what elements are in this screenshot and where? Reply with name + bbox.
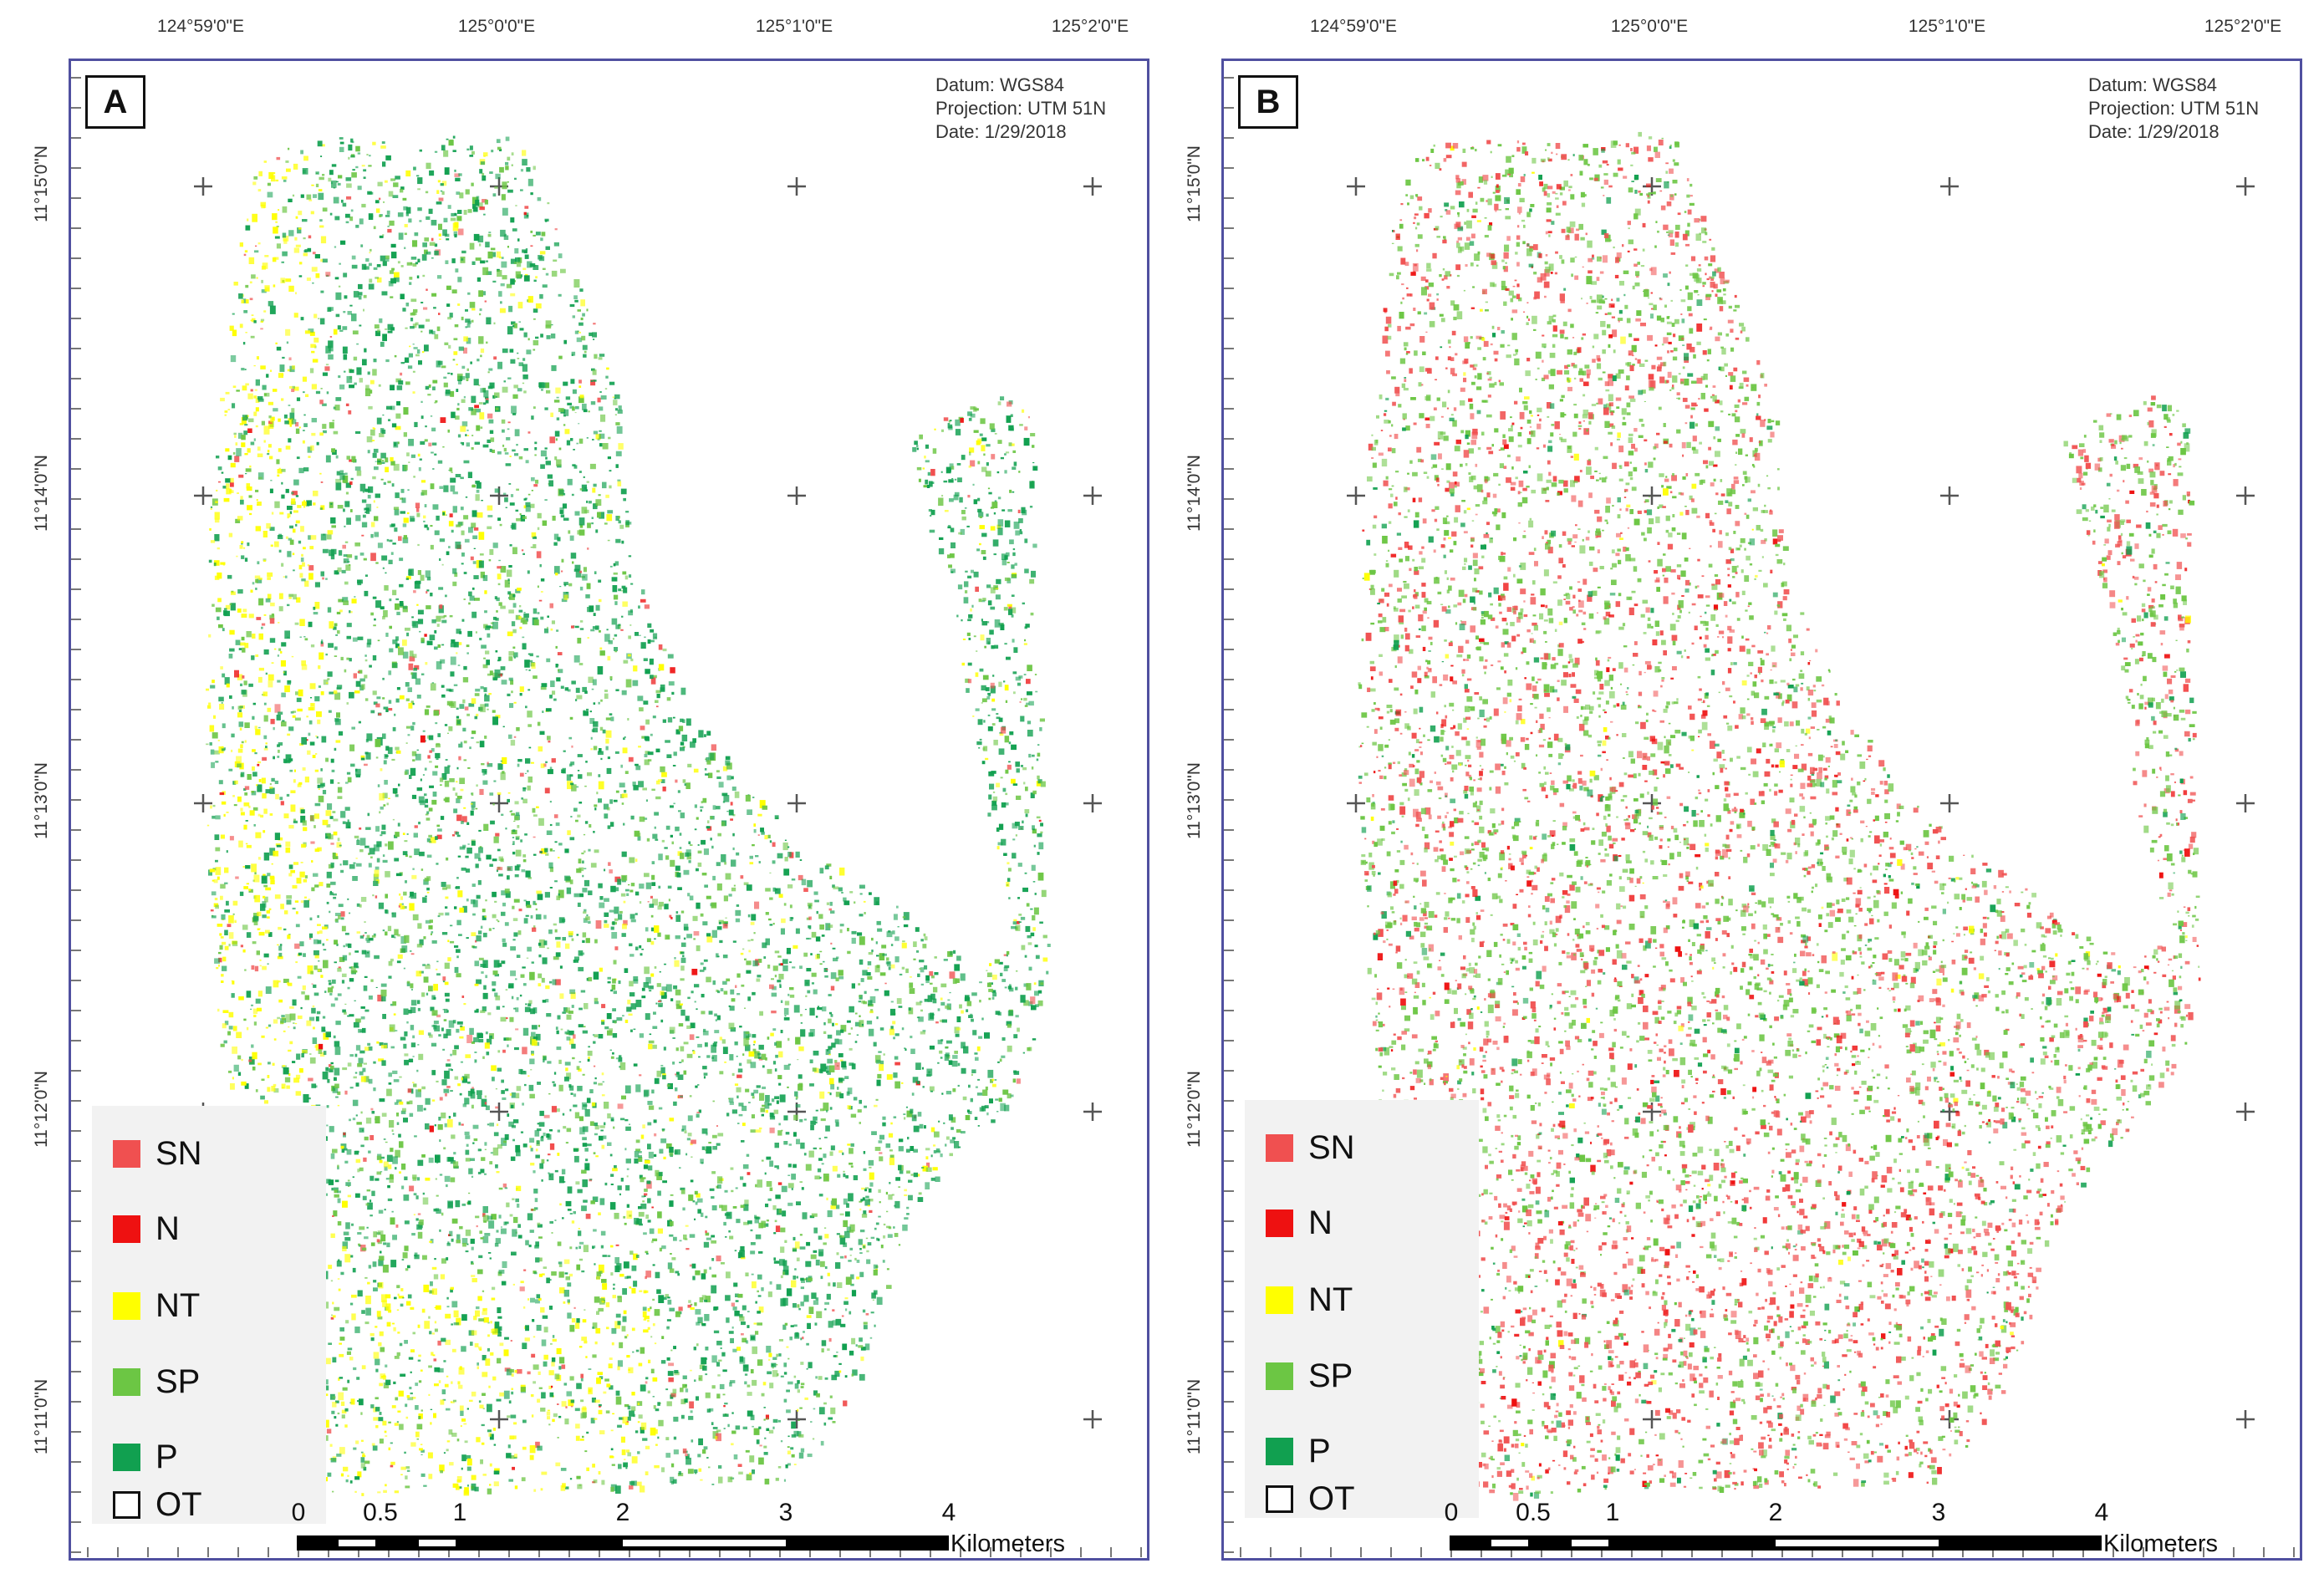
scale-bar-graphic xyxy=(297,1535,949,1551)
latitude-label: 11°12'0"N xyxy=(32,1071,51,1148)
projection-text: Projection: UTM 51N xyxy=(2088,98,2260,119)
legend-item-ot: OT xyxy=(1266,1478,1355,1520)
latitude-label: 11°11'0"N xyxy=(1185,1378,1204,1455)
map-metadata: Datum: WGS84 Projection: UTM 51N Date: 1… xyxy=(935,74,1106,144)
legend-label: SN xyxy=(155,1134,202,1172)
longitude-label: 125°2'0"E xyxy=(2204,17,2282,36)
legend-swatch xyxy=(1266,1209,1293,1237)
legend-item-sn: SN xyxy=(113,1133,202,1174)
scale-tick: 3 xyxy=(1931,1499,1946,1526)
map-panel-a: A Datum: WGS84 Projection: UTM 51N Date:… xyxy=(69,59,1149,1561)
legend-swatch xyxy=(1266,1485,1293,1513)
legend-item-nt: NT xyxy=(1266,1279,1353,1321)
scale-tick: 0 xyxy=(291,1499,306,1526)
scale-bar: 0 0.5 1 2 3 4 Kilometers xyxy=(292,1499,1133,1557)
scale-tick: 0.5 xyxy=(1516,1499,1551,1526)
legend-item-p: P xyxy=(1266,1430,1331,1472)
legend-swatch xyxy=(113,1139,140,1168)
legend-item-n: N xyxy=(113,1208,180,1250)
longitude-label: 124°59'0"E xyxy=(157,17,244,36)
legend-label: N xyxy=(1308,1204,1333,1241)
legend-label: SN xyxy=(1308,1128,1355,1166)
latitude-label: 11°15'0"N xyxy=(1185,145,1204,222)
scale-tick: 3 xyxy=(778,1499,793,1526)
datum-text: Datum: WGS84 xyxy=(935,74,1065,95)
scale-bar-graphic xyxy=(1450,1535,2102,1551)
legend-label: SP xyxy=(155,1362,201,1400)
legend-label: P xyxy=(155,1438,178,1475)
panel-label: A xyxy=(85,75,145,129)
legend-label: N xyxy=(155,1210,180,1247)
date-text: Date: 1/29/2018 xyxy=(935,121,1067,142)
projection-text: Projection: UTM 51N xyxy=(935,98,1107,119)
legend-label: OT xyxy=(155,1485,202,1523)
latitude-label: 11°12'0"N xyxy=(1185,1071,1204,1148)
latitude-label: 11°15'0"N xyxy=(32,145,51,222)
scale-tick: 1 xyxy=(1605,1499,1620,1526)
legend-item-nt: NT xyxy=(113,1285,200,1327)
longitude-label: 124°59'0"E xyxy=(1310,17,1397,36)
legend-swatch xyxy=(113,1443,140,1471)
legend-label: P xyxy=(1308,1432,1331,1469)
legend-item-n: N xyxy=(1266,1202,1333,1244)
legend: SN N NT SP P OT xyxy=(92,1106,326,1524)
land-cover-pixels xyxy=(206,135,1051,1497)
latitude-label: 11°13'0"N xyxy=(32,762,51,839)
scale-bar: 0 0.5 1 2 3 4 Kilometers xyxy=(1445,1499,2286,1557)
legend-swatch xyxy=(113,1490,140,1519)
legend-item-sp: SP xyxy=(113,1361,200,1403)
legend: SN N NT SP P OT xyxy=(1245,1100,1479,1518)
datum-text: Datum: WGS84 xyxy=(2088,74,2218,95)
longitude-label: 125°0'0"E xyxy=(457,17,536,36)
scale-tick: 2 xyxy=(1768,1499,1783,1526)
scale-tick: 0 xyxy=(1444,1499,1459,1526)
legend-swatch xyxy=(1266,1286,1293,1314)
longitude-label: 125°1'0"E xyxy=(755,17,833,36)
longitude-label: 125°1'0"E xyxy=(1908,17,1986,36)
scale-unit: Kilometers xyxy=(2103,1530,2218,1557)
legend-item-sn: SN xyxy=(1266,1127,1355,1169)
legend-swatch xyxy=(113,1367,140,1396)
scale-tick: 0.5 xyxy=(363,1499,398,1526)
longitude-label: 125°0'0"E xyxy=(1610,17,1689,36)
scale-tick: 1 xyxy=(452,1499,467,1526)
scale-tick: 4 xyxy=(941,1499,956,1526)
legend-label: SP xyxy=(1308,1357,1353,1394)
date-text: Date: 1/29/2018 xyxy=(2088,121,2220,142)
legend-label: NT xyxy=(1308,1281,1353,1318)
legend-swatch xyxy=(1266,1437,1293,1465)
latitude-label: 11°13'0"N xyxy=(1185,762,1204,839)
legend-item-p: P xyxy=(113,1436,178,1478)
map-panel-b: B Datum: WGS84 Projection: UTM 51N Date:… xyxy=(1221,59,2302,1561)
legend-item-sp: SP xyxy=(1266,1355,1353,1397)
scale-unit: Kilometers xyxy=(950,1530,1065,1557)
latitude-label: 11°14'0"N xyxy=(1185,455,1204,532)
latitude-label: 11°14'0"N xyxy=(32,455,51,532)
longitude-label: 125°2'0"E xyxy=(1051,17,1129,36)
legend-label: OT xyxy=(1308,1479,1355,1517)
legend-swatch xyxy=(113,1215,140,1243)
legend-swatch xyxy=(1266,1362,1293,1390)
legend-label: NT xyxy=(155,1286,201,1324)
latitude-label: 11°11'0"N xyxy=(32,1378,51,1455)
scale-tick: 4 xyxy=(2094,1499,2109,1526)
legend-swatch xyxy=(1266,1133,1293,1162)
legend-swatch xyxy=(113,1291,140,1320)
legend-item-ot: OT xyxy=(113,1484,202,1525)
panel-label: B xyxy=(1238,75,1298,129)
land-cover-pixels xyxy=(1358,131,2201,1501)
map-metadata: Datum: WGS84 Projection: UTM 51N Date: 1… xyxy=(2088,74,2259,144)
scale-tick: 2 xyxy=(615,1499,630,1526)
